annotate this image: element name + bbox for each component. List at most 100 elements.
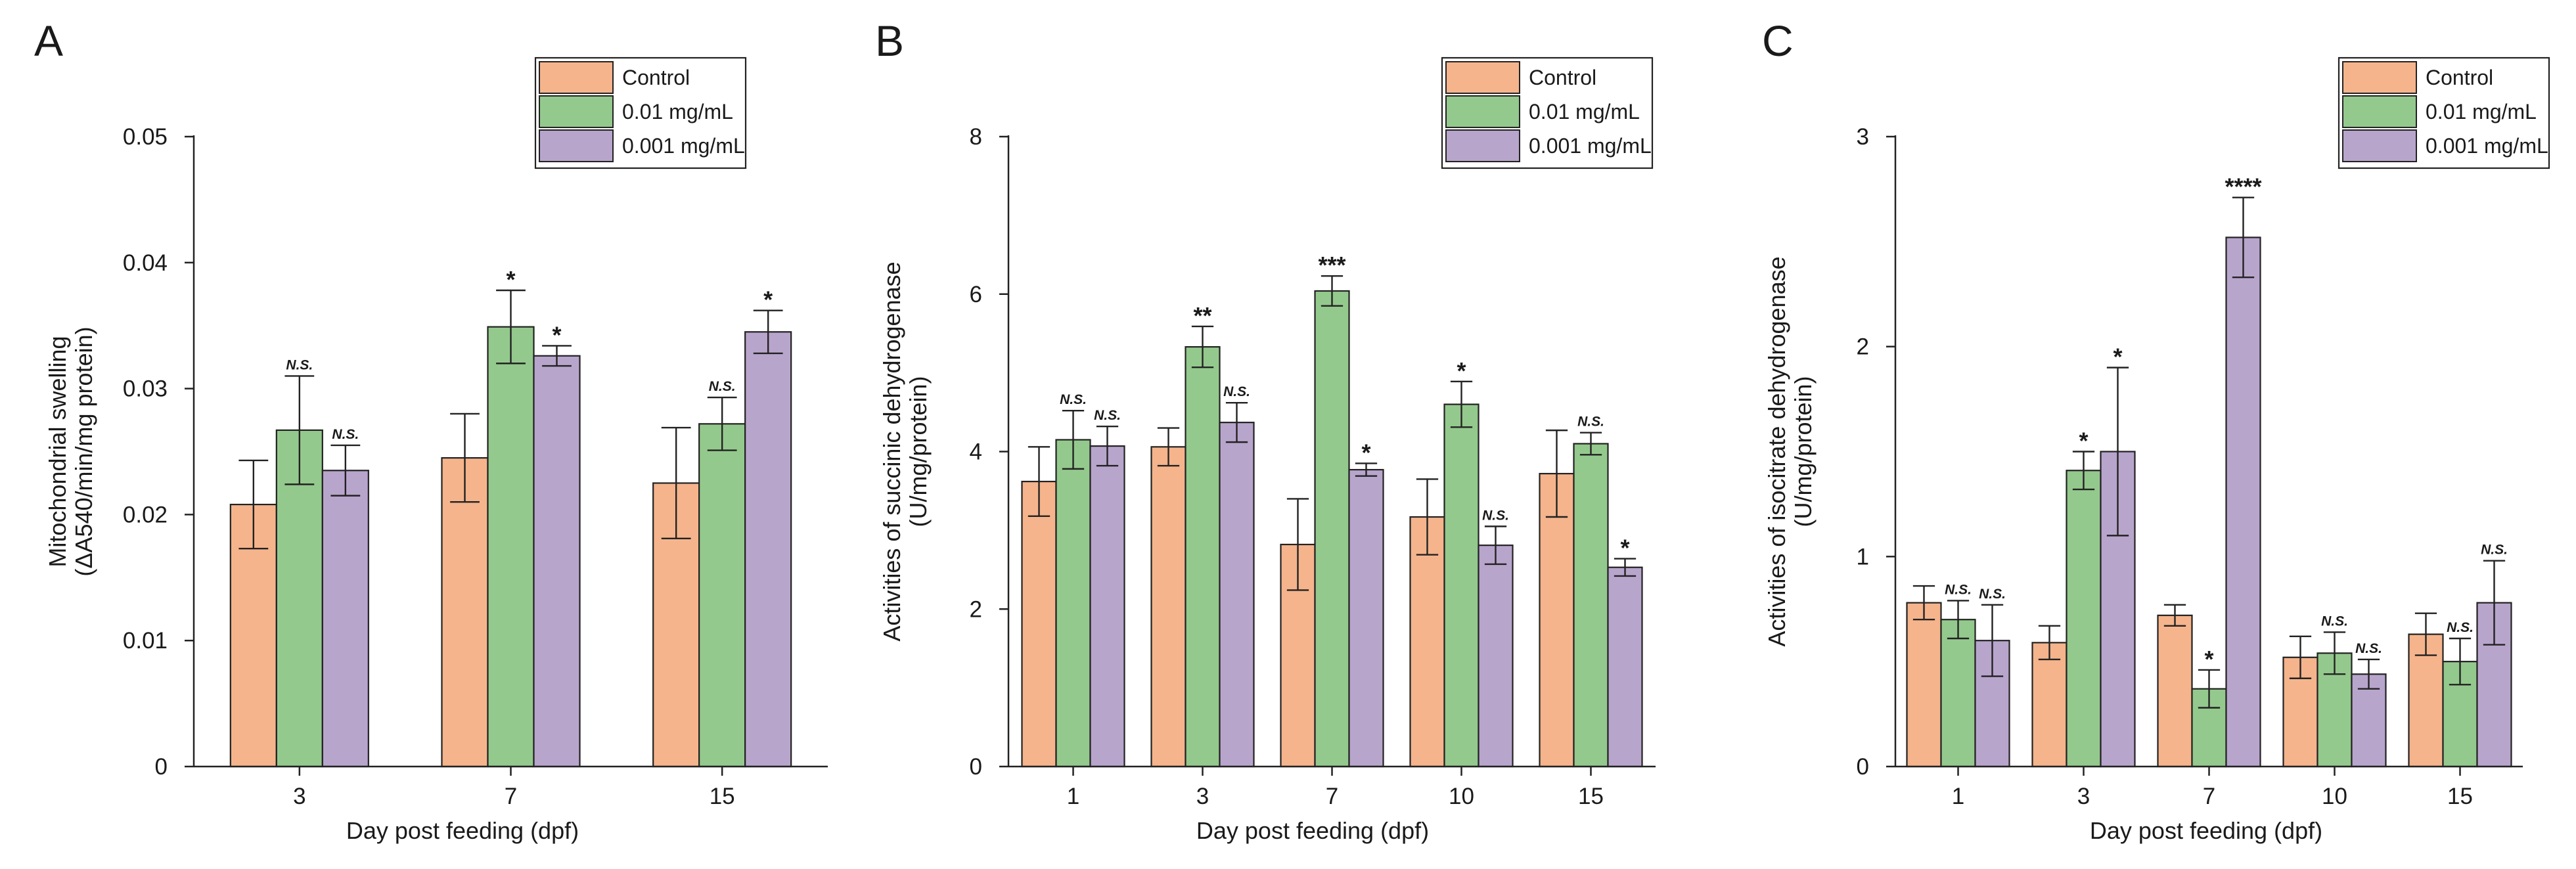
panel-b-errorbar-low-7 bbox=[1355, 462, 1378, 477]
panel-b-ytick-label-0: 0 bbox=[970, 754, 982, 780]
panel-a-errorbar-mid-3 bbox=[284, 375, 315, 485]
panel-b-bar-mid-1 bbox=[1055, 439, 1091, 768]
panel-b-y-axis-title: Activities of succinic dehydrogenase bbox=[878, 261, 905, 641]
panel-b-xtick-label-15: 15 bbox=[1578, 784, 1604, 809]
panel-b-errorbar-mid-10 bbox=[1450, 380, 1473, 428]
panel-b-sig-label-mid-10: * bbox=[1457, 357, 1466, 384]
panel-c-legend-swatch-control bbox=[2342, 61, 2417, 94]
panel-c-errorbar-low-7 bbox=[2232, 196, 2255, 279]
panel-c-errorbar-low-3 bbox=[2106, 367, 2129, 537]
panel-a-legend-swatch-mid bbox=[539, 95, 614, 128]
panel-a: A N.S. N.S. 3 * * 7 N.S. * 15 0 0.01 0.02 0.03 0.04 0.… bbox=[34, 16, 828, 844]
panel-c-sig-label-mid-10: N.S. bbox=[2321, 613, 2348, 629]
panel-c-errorbar-mid-10 bbox=[2323, 631, 2346, 675]
panel-c-errorbar-mid-3 bbox=[2072, 451, 2095, 491]
panel-c-legend-swatch-low bbox=[2342, 129, 2417, 162]
panel-a-legend-label-low: 0.001 mg/mL bbox=[622, 134, 745, 158]
panel-c-letter: C bbox=[1762, 16, 1794, 65]
panel-b-sig-label-low-10: N.S. bbox=[1482, 508, 1509, 523]
panel-b-errorbar-low-1 bbox=[1096, 425, 1119, 467]
panel-a-errorbar-control-7 bbox=[450, 412, 480, 503]
panel-c-xtick-label-7: 7 bbox=[2203, 784, 2215, 809]
panel-c-xtick-label-3: 3 bbox=[2077, 784, 2090, 809]
panel-b-errorbar-mid-1 bbox=[1062, 409, 1085, 470]
panel-b-sig-label-low-3: N.S. bbox=[1223, 384, 1250, 399]
panel-a-legend-swatch-low bbox=[539, 129, 614, 162]
panel-c-ytick-label-0: 0 bbox=[1857, 754, 1869, 780]
panel-b-sig-label-low-1: N.S. bbox=[1094, 408, 1121, 423]
panel-b-y-axis-subtitle: (U/mg/protein) bbox=[905, 376, 932, 527]
panel-c-xtick-label-10: 10 bbox=[2322, 784, 2347, 809]
panel-a-errorbar-control-3 bbox=[238, 459, 269, 550]
panel-c-sig-label-low-1: N.S. bbox=[1979, 587, 2006, 602]
panel-b-bar-low-7 bbox=[1348, 468, 1384, 768]
panel-a-legend-swatch-control bbox=[539, 61, 614, 94]
panel-b-ytick-label-1: 2 bbox=[970, 596, 982, 622]
panel-b-errorbar-control-15 bbox=[1545, 429, 1568, 518]
panel-a-legend: Control 0.01 mg/mL 0.001 mg/mL bbox=[534, 56, 747, 169]
panel-a-sig-label-mid-7: * bbox=[506, 266, 515, 293]
panel-b-xtick-label-10: 10 bbox=[1449, 784, 1474, 809]
panel-c-sig-label-low-3: * bbox=[2113, 344, 2122, 370]
panel-a-errorbar-low-7 bbox=[542, 345, 572, 367]
panel-c-ytick-label-3: 3 bbox=[1857, 124, 1869, 150]
panel-c-errorbar-control-7 bbox=[2163, 604, 2186, 627]
panel-b-letter: B bbox=[875, 16, 904, 65]
panel-c-xtick-label-1: 1 bbox=[1952, 784, 1964, 809]
panel-c-bar-control-7 bbox=[2157, 614, 2193, 768]
panel-b-ytick-label-3: 6 bbox=[970, 282, 982, 307]
panel-c-errorbar-low-1 bbox=[1981, 604, 2004, 677]
panel-a-errorbar-low-3 bbox=[330, 444, 361, 497]
panel-a-sig-label-low-15: * bbox=[763, 286, 773, 313]
panel-a-x-axis-title: Day post feeding (dpf) bbox=[346, 817, 579, 844]
panel-a-bar-control-7 bbox=[441, 457, 489, 768]
panel-b-legend-label-mid: 0.01 mg/mL bbox=[1529, 100, 1640, 123]
panel-a-errorbar-mid-15 bbox=[707, 396, 737, 451]
panel-a-errorbar-control-15 bbox=[661, 426, 691, 540]
panel-c-bar-mid-1 bbox=[1940, 619, 1976, 768]
panel-c-ytick-label-1: 1 bbox=[1857, 544, 1869, 569]
panel-b-sig-label-mid-7: *** bbox=[1318, 252, 1345, 279]
panel-c-x-axis-title: Day post feeding (dpf) bbox=[2090, 817, 2322, 844]
panel-b-errorbar-control-3 bbox=[1157, 427, 1180, 467]
panel-c-legend-label-mid: 0.01 mg/mL bbox=[2426, 100, 2537, 123]
panel-b-xtick-label-3: 3 bbox=[1196, 784, 1209, 809]
panel-a-ytick-label-5: 0.05 bbox=[123, 124, 168, 150]
panel-a-sig-label-mid-3: N.S. bbox=[286, 357, 313, 372]
panel-b-legend-label-control: Control bbox=[1529, 66, 1596, 89]
panel-b-sig-label-mid-3: ** bbox=[1193, 302, 1211, 329]
panel-b-ytick-label-4: 8 bbox=[970, 124, 982, 150]
panel-c-legend-swatch-mid bbox=[2342, 95, 2417, 128]
panel-a-ytick-label-1: 0.01 bbox=[123, 628, 168, 654]
panel-c-legend: Control 0.01 mg/mL 0.001 mg/mL bbox=[2338, 56, 2550, 169]
panel-b-ytick-label-2: 4 bbox=[970, 439, 982, 465]
panel-b: B N.S.N.S.1**N.S.3****7*N.S.10N.S.*15024… bbox=[875, 16, 1656, 844]
panel-c-bar-low-7 bbox=[2225, 236, 2261, 768]
panel-c-errorbar-mid-1 bbox=[1947, 600, 1970, 640]
panel-c-errorbar-low-10 bbox=[2357, 658, 2380, 690]
panel-b-legend-swatch-low bbox=[1445, 129, 1520, 162]
panel-b-legend-swatch-mid bbox=[1445, 95, 1520, 128]
panel-c-sig-label-low-7: **** bbox=[2225, 173, 2261, 200]
panel-a-legend-label-mid: 0.01 mg/mL bbox=[622, 100, 733, 123]
panel-a-letter: A bbox=[34, 16, 63, 65]
panel-c-bar-mid-3 bbox=[2066, 470, 2102, 768]
panel-a-sig-label-mid-15: N.S. bbox=[709, 379, 736, 394]
panel-c-y-axis-title: Activities of isocitrate dehydrogenase bbox=[1763, 256, 1790, 646]
panel-c-errorbar-mid-15 bbox=[2449, 637, 2472, 686]
panel-a-sig-label-low-7: * bbox=[552, 321, 561, 348]
panel-a-y-axis-subtitle: (ΔA540/min/mg protein) bbox=[70, 326, 97, 576]
panel-a-errorbar-low-15 bbox=[753, 309, 783, 355]
panel-b-bar-control-3 bbox=[1150, 446, 1186, 768]
panel-a-ytick-label-4: 0.04 bbox=[123, 250, 168, 276]
panel-c-y-axis-subtitle: (U/mg/protein) bbox=[1790, 376, 1817, 527]
panel-b-sig-label-mid-1: N.S. bbox=[1060, 392, 1087, 407]
panel-c-xtick-label-15: 15 bbox=[2447, 784, 2473, 809]
panel-c-errorbar-mid-7 bbox=[2198, 669, 2221, 709]
panel-b-legend: Control 0.01 mg/mL 0.001 mg/mL bbox=[1441, 56, 1654, 169]
panel-c-errorbar-low-15 bbox=[2483, 560, 2506, 646]
panel-a-bar-low-3 bbox=[321, 470, 369, 768]
panel-c-sig-label-mid-3: * bbox=[2079, 428, 2088, 455]
panel-c-sig-label-mid-7: * bbox=[2204, 646, 2213, 673]
